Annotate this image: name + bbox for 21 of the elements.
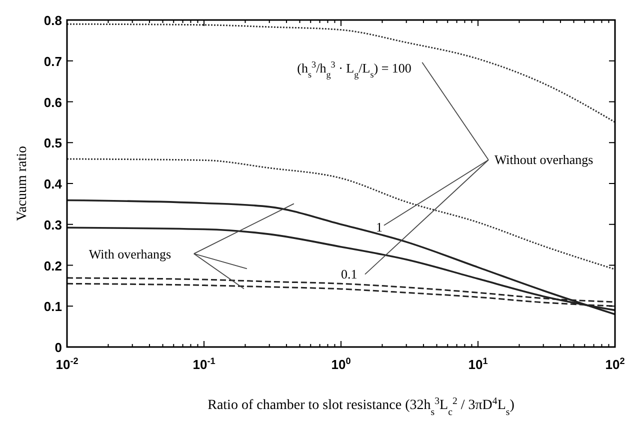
x-tick-label: 10$^{-2}$ — [56, 356, 78, 372]
text: (h$_{s}$$^{3}$/h$_{g}$$^{3}$ · L$_{g}$/L$_{s}$) = 100 — [297, 59, 412, 80]
y-tick-label: 0.2 — [44, 258, 62, 274]
annotation: With overhangs — [88, 246, 172, 262]
y-tick-label: 0.5 — [44, 136, 62, 151]
text: Ratio of chamber to slot resistance (32h$_{s}$$^{3}$L$_{c}$$^{2}$ / 3πD$^{4}$L$_{s}$) — [208, 396, 514, 418]
y-tick-label: 0.1 — [44, 299, 62, 314]
y-tick-label: 0.8 — [44, 13, 62, 28]
y-tick-label: 0.6 — [44, 94, 62, 110]
y-tick-label: 0.4 — [44, 176, 63, 192]
y-tick-label: 0.3 — [44, 217, 62, 232]
annotation: Without overhangs — [494, 152, 594, 167]
y-tick-label: 0.7 — [44, 54, 62, 69]
x-tick-label: 10$^{-1}$ — [192, 356, 216, 372]
y-axis-title: Vacuum ratio — [15, 146, 30, 222]
y-tick-label: 0 — [54, 340, 62, 355]
annotation: 0.1 — [341, 266, 358, 282]
x-tick-label: 10$^{1}$ — [468, 356, 488, 372]
x-tick-label: 10$^{2}$ — [605, 356, 625, 372]
annotation: 1 — [376, 219, 382, 234]
x-tick-label: 10$^{0}$ — [331, 356, 351, 372]
